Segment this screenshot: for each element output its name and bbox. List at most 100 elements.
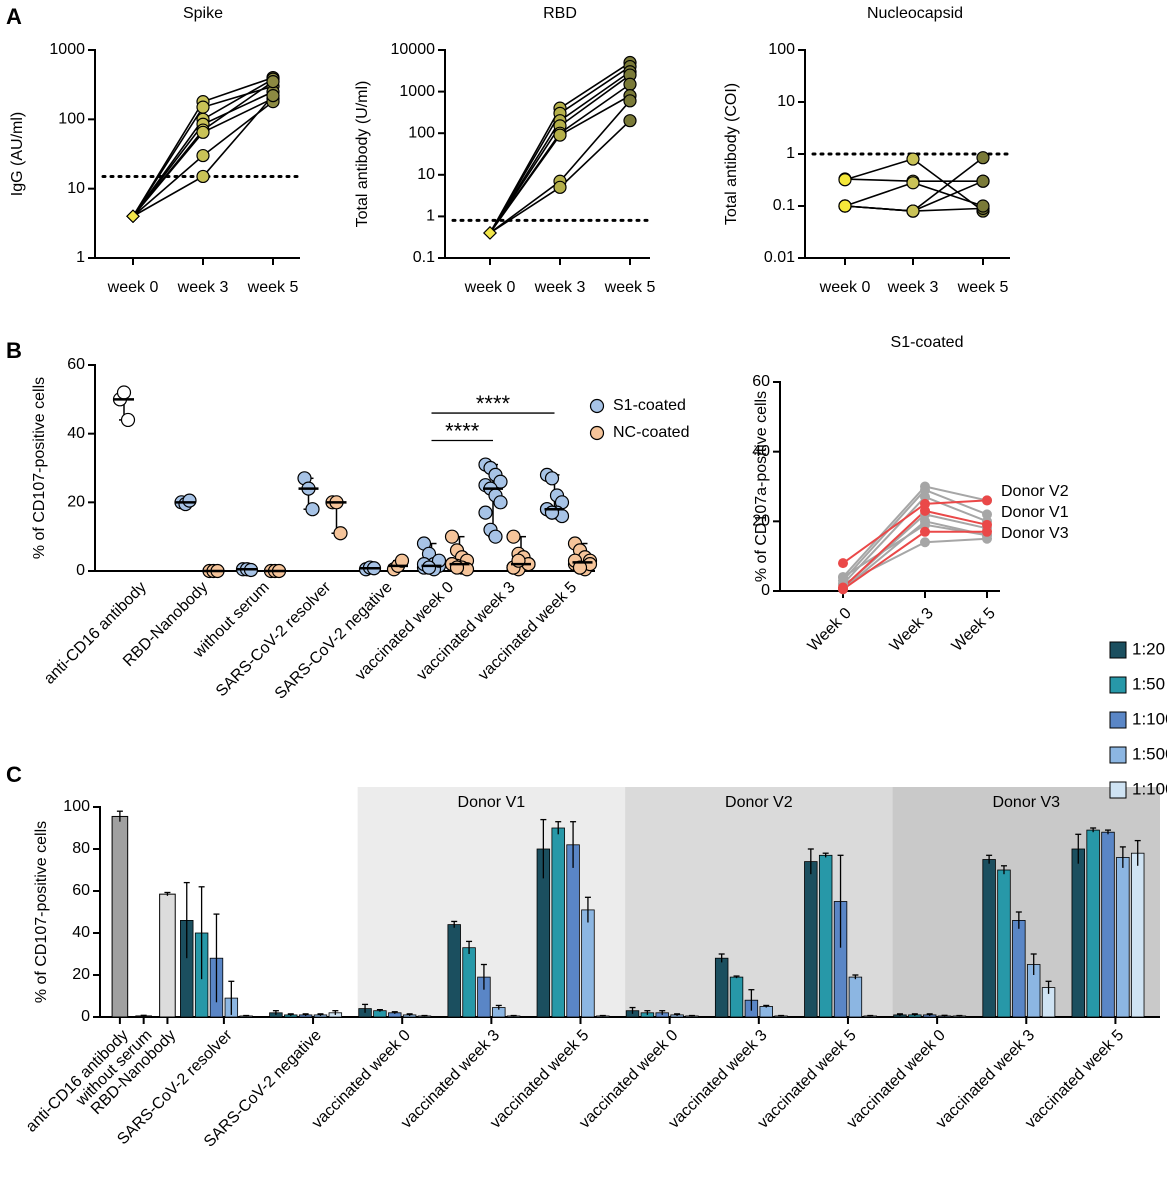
bar — [818, 854, 833, 1018]
data-point — [906, 176, 920, 190]
legend-label: 1:20 — [1132, 639, 1165, 658]
x-tick-label: week 5 — [247, 279, 299, 296]
chart-title: Spike — [183, 5, 223, 22]
region-label: Donor V2 — [725, 794, 793, 811]
y-tick-label: 0.01 — [764, 249, 795, 266]
data-point — [572, 560, 588, 575]
data-point — [920, 526, 930, 537]
y-tick-label: 40 — [67, 425, 85, 442]
y-tick-label: 80 — [72, 840, 90, 857]
data-point — [976, 151, 990, 165]
x-tick-label: vaccinated week 3 — [666, 1027, 771, 1132]
y-tick-label: 0 — [76, 562, 85, 579]
data-point — [920, 505, 930, 516]
legend-marker — [589, 425, 605, 441]
legend-label: 1:500 — [1132, 744, 1167, 763]
y-tick-label: 10000 — [391, 41, 436, 58]
bar — [714, 957, 729, 1018]
x-tick-label: vaccinated week 0 — [576, 1027, 681, 1132]
y-tick-label: 0.1 — [773, 197, 795, 214]
data-point — [623, 94, 637, 108]
region-shade — [625, 787, 893, 1017]
y-tick-label: 100 — [58, 111, 85, 128]
bar — [581, 909, 595, 1018]
data-point — [838, 572, 848, 583]
region-label: Donor V3 — [992, 794, 1060, 811]
series-label: Donor V1 — [1001, 504, 1069, 521]
data-point — [431, 553, 447, 568]
data-point — [982, 509, 992, 520]
legend-label: 1:100 — [1132, 709, 1167, 728]
data-point — [920, 537, 930, 548]
significance-label: **** — [445, 418, 480, 443]
bar — [447, 924, 461, 1018]
bar — [462, 947, 476, 1018]
legend-swatch — [1109, 641, 1127, 659]
region-shade — [892, 787, 1160, 1017]
y-tick-label: 10 — [67, 180, 85, 197]
x-tick-label: Week 5 — [949, 605, 999, 655]
x-tick-label: vaccinated week 0 — [844, 1027, 949, 1132]
y-tick-label: 0.1 — [413, 249, 435, 266]
y-tick-label: 60 — [67, 356, 85, 373]
y-tick-label: 100 — [63, 798, 90, 815]
data-point — [920, 484, 930, 495]
data-point — [623, 77, 637, 91]
x-tick-label: week 3 — [887, 279, 939, 296]
bar — [1071, 848, 1085, 1018]
data-point — [196, 148, 210, 163]
y-axis-label: % of CD107-positive cells — [33, 821, 50, 1003]
y-tick-label: 10 — [777, 93, 795, 110]
chart-title: S1-coated — [891, 334, 964, 351]
data-point — [553, 128, 567, 142]
bar — [1101, 831, 1115, 1018]
x-tick-label: week 5 — [604, 279, 656, 296]
x-tick-label: week 0 — [819, 279, 871, 296]
bar — [997, 869, 1011, 1018]
y-tick-label: 40 — [72, 924, 90, 941]
legend-marker — [589, 398, 605, 414]
legend-swatch — [1109, 676, 1127, 694]
x-tick-label: vaccinated week 5 — [755, 1027, 860, 1132]
x-tick-label: SARS-CoV-2 negative — [272, 579, 396, 703]
x-tick-label: SARS-CoV-2 resolver — [213, 578, 335, 700]
bar — [566, 844, 580, 1018]
x-tick-label: Week 0 — [805, 605, 855, 655]
x-tick-label: week 3 — [534, 279, 586, 296]
legend-label: 1:50 — [1132, 674, 1165, 693]
data-point — [976, 174, 990, 188]
legend-swatch — [1109, 781, 1127, 799]
data-point — [421, 560, 437, 575]
x-tick-label: vaccinated week 0 — [309, 1027, 414, 1132]
y-tick-label: 1 — [426, 208, 435, 225]
y-tick-label: 60 — [72, 882, 90, 899]
data-point — [478, 505, 493, 520]
panel-label: B — [6, 338, 22, 363]
y-tick-label: 100 — [768, 41, 795, 58]
x-tick-label: Week 3 — [887, 605, 937, 655]
data-point — [116, 385, 132, 400]
data-point — [838, 584, 848, 595]
data-point — [488, 529, 503, 544]
bar — [729, 976, 744, 1018]
data-point — [182, 493, 197, 508]
series-line — [489, 61, 631, 234]
data-point — [196, 100, 210, 114]
data-point — [553, 180, 567, 194]
region-label: Donor V1 — [458, 794, 526, 811]
data-point — [838, 199, 852, 213]
bar — [804, 861, 818, 1018]
data-point — [493, 495, 508, 510]
significance-label: **** — [476, 391, 511, 416]
bar — [1130, 852, 1145, 1018]
x-tick-label: vaccinated week 5 — [487, 1027, 592, 1132]
bar — [111, 815, 129, 1018]
bar — [551, 827, 565, 1018]
series-line — [489, 65, 631, 234]
data-point — [266, 88, 280, 103]
y-tick-label: 1 — [76, 249, 85, 266]
y-axis-label: IgG (AU/ml) — [9, 112, 26, 196]
bar — [848, 976, 863, 1018]
chart-title: RBD — [543, 5, 577, 22]
